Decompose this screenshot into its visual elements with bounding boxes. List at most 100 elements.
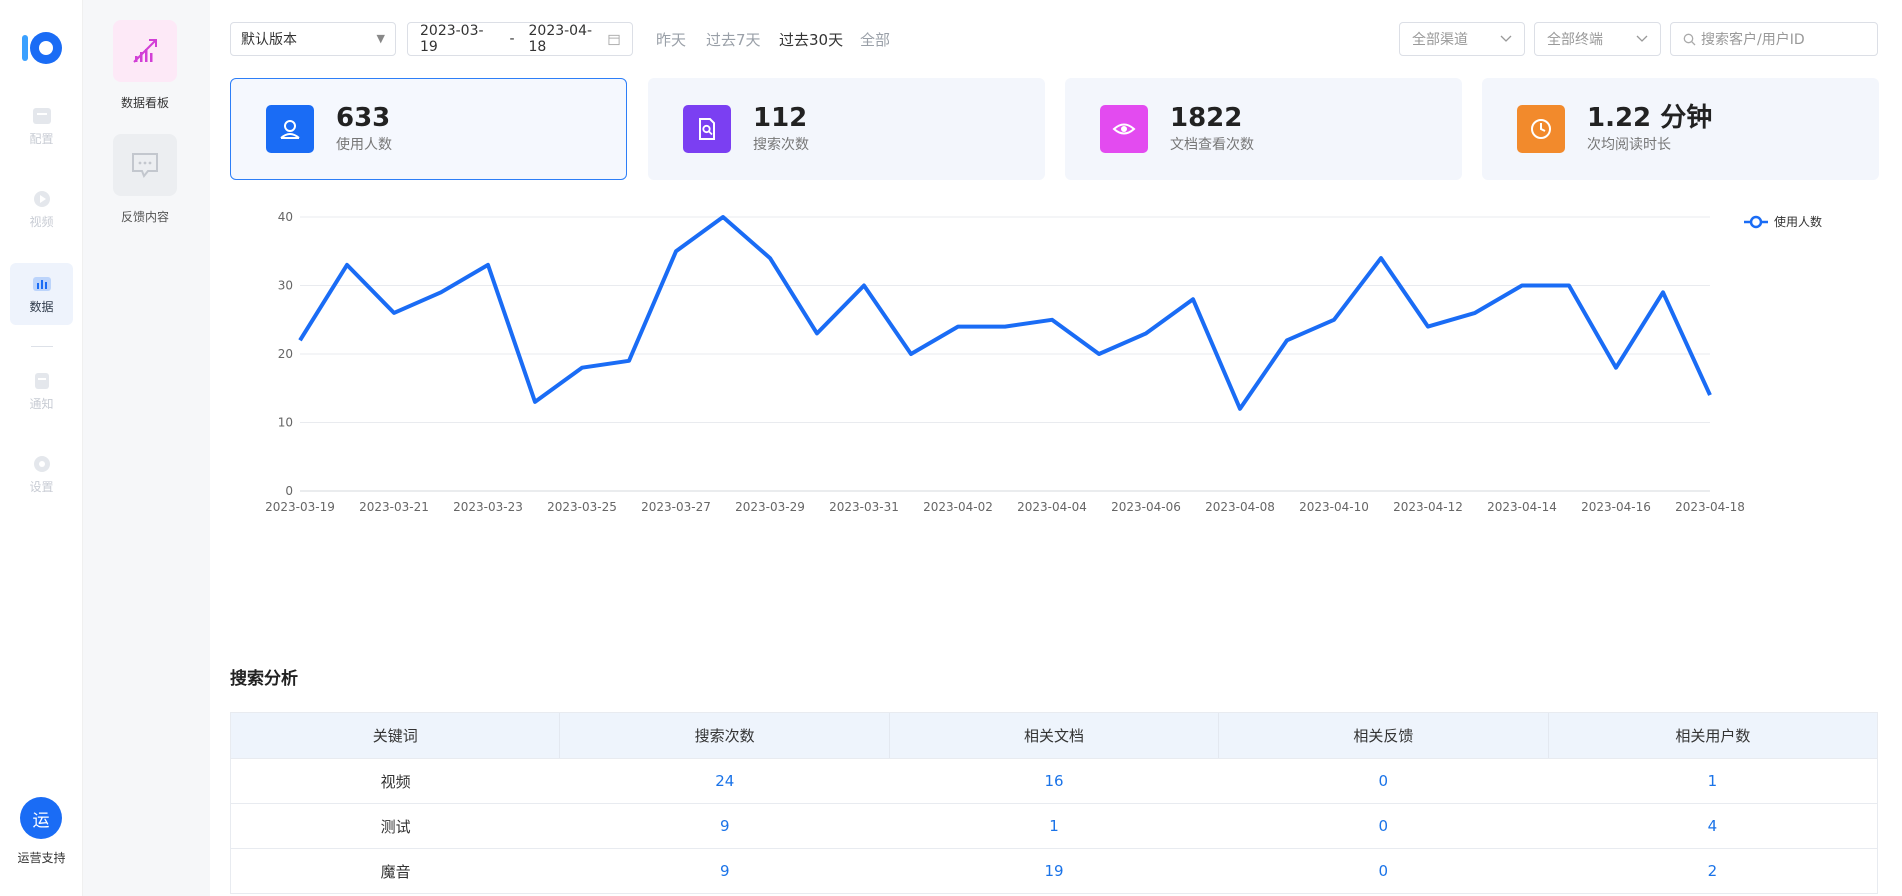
filter-toolbar: 默认版本 ▼ 2023-03-19 - 2023-04-18 昨天 过去7天 过…	[230, 22, 1902, 56]
chart-x-ticks: 2023-03-19 2023-03-21 2023-03-23 2023-03-25…	[265, 500, 1745, 514]
related-users-link[interactable]: 4	[1707, 817, 1718, 835]
legend-marker-icon	[1749, 215, 1763, 229]
subnav-item-feedback[interactable]: 反馈内容	[113, 134, 177, 225]
stat-label: 搜索次数	[753, 137, 809, 153]
quick-last-30-days[interactable]: 过去30天	[779, 31, 844, 49]
search-icon	[1683, 33, 1696, 46]
stat-label: 使用人数	[336, 137, 392, 153]
y-tick-label: 0	[285, 484, 293, 498]
search-count-link[interactable]: 24	[715, 772, 735, 790]
quick-all[interactable]: 全部	[860, 31, 891, 49]
subnav-item-dashboard[interactable]: 数据看板	[113, 20, 177, 111]
clock-icon	[1517, 105, 1565, 153]
related-docs-link[interactable]: 19	[1044, 862, 1064, 880]
quick-last-7-days[interactable]: 过去7天	[706, 31, 761, 49]
section-title-search-analysis: 搜索分析	[230, 669, 298, 689]
chart-legend[interactable]: 使用人数	[1744, 214, 1822, 229]
rail-item-notice[interactable]: 通知	[10, 360, 73, 422]
chart-canvas: 0 10 20 30 40 2023-03-19 2023-03-21 2023-03-23…	[265, 210, 1822, 514]
subnav-item-label: 数据看板	[120, 96, 169, 110]
left-rail: 配置 视频 数据 通知 设置 运 运营支持	[0, 0, 83, 896]
date-start: 2023-03-19	[420, 23, 484, 55]
rail-item-label: 数据	[29, 299, 54, 314]
keyword-cell: 魔音	[380, 862, 411, 881]
terminal-select[interactable]: 全部终端	[1534, 22, 1661, 56]
x-tick-label: 2023-03-21	[359, 500, 429, 514]
stat-value: 1.22 分钟	[1587, 103, 1713, 133]
rail-item-label: 视频	[29, 214, 54, 229]
search-count-link[interactable]: 9	[720, 862, 730, 880]
table-row: 视频 24 16 0 1	[231, 758, 1877, 803]
y-tick-label: 20	[278, 347, 293, 361]
related-users-link[interactable]: 2	[1707, 862, 1718, 880]
related-docs-link[interactable]: 1	[1049, 817, 1059, 835]
rail-item-data[interactable]: 数据	[10, 263, 73, 325]
related-docs-link[interactable]: 16	[1044, 772, 1064, 790]
rail-item-label: 通知	[29, 396, 54, 411]
related-feedback-link[interactable]: 0	[1378, 817, 1388, 835]
x-tick-label: 2023-04-02	[923, 500, 993, 514]
x-tick-label: 2023-04-14	[1487, 500, 1557, 514]
x-tick-label: 2023-03-31	[829, 500, 899, 514]
related-feedback-link[interactable]: 0	[1378, 772, 1388, 790]
search-analysis-table: 关键词 搜索次数 相关文档 相关反馈 相关用户数 视频 24 16 0 1 测试…	[230, 712, 1878, 894]
rail-item-label: 配置	[29, 131, 54, 146]
stat-label: 次均阅读时长	[1587, 137, 1671, 153]
table-row: 测试 9 1 0 4	[231, 803, 1877, 848]
feedback-icon	[132, 153, 158, 178]
table-header: 关键词 搜索次数 相关文档 相关反馈 相关用户数	[231, 713, 1877, 758]
chart-gridlines	[300, 216, 1710, 492]
chevron-down-icon	[1636, 35, 1648, 42]
quick-yesterday[interactable]: 昨天	[656, 31, 687, 49]
search-input[interactable]: 搜索客户/用户ID	[1670, 22, 1878, 56]
chevron-down-icon	[1500, 35, 1512, 42]
x-tick-label: 2023-03-25	[547, 500, 617, 514]
column-header[interactable]: 相关文档	[890, 713, 1220, 758]
stat-card-doc-views[interactable]: 1822 文档查看次数	[1065, 78, 1462, 180]
x-tick-label: 2023-04-10	[1299, 500, 1369, 514]
x-tick-label: 2023-03-23	[453, 500, 523, 514]
date-separator: -	[509, 31, 515, 47]
rail-item-video[interactable]: 视频	[10, 178, 73, 240]
terminal-select-value: 全部终端	[1547, 32, 1603, 48]
related-users-link[interactable]: 1	[1707, 772, 1718, 790]
main-content: 默认版本 ▼ 2023-03-19 - 2023-04-18 昨天 过去7天 过…	[210, 0, 1902, 896]
rail-item-settings[interactable]: 设置	[10, 443, 73, 505]
x-tick-label: 2023-04-12	[1393, 500, 1463, 514]
rail-item-label: 设置	[29, 479, 54, 494]
column-header[interactable]: 搜索次数	[560, 713, 890, 758]
column-header[interactable]: 相关用户数	[1675, 727, 1751, 745]
x-tick-label: 2023-03-29	[735, 500, 805, 514]
column-header[interactable]: 相关反馈	[1219, 713, 1549, 758]
app-logo	[22, 32, 62, 64]
user-icon	[266, 105, 314, 153]
rail-item-config[interactable]: 配置	[10, 95, 73, 157]
caret-down-icon: ▼	[376, 32, 385, 45]
y-tick-label: 10	[278, 416, 293, 430]
users-line-chart: 0 10 20 30 40 2023-03-19 2023-03-21 2023-03-23…	[210, 205, 1902, 625]
related-feedback-link[interactable]: 0	[1378, 862, 1388, 880]
support-button[interactable]: 运	[20, 797, 62, 839]
chart-y-ticks: 0 10 20 30 40	[278, 210, 293, 498]
stat-card-read-time[interactable]: 1.22 分钟 次均阅读时长	[1482, 78, 1879, 180]
version-select-value: 默认版本	[241, 32, 297, 48]
date-range-picker[interactable]: 2023-03-19 - 2023-04-18	[407, 22, 633, 56]
x-tick-label: 2023-03-27	[641, 500, 711, 514]
channel-select[interactable]: 全部渠道	[1399, 22, 1525, 56]
config-icon	[32, 107, 51, 124]
search-placeholder: 搜索客户/用户ID	[1701, 32, 1805, 48]
doc-search-icon	[683, 105, 731, 153]
data-icon	[32, 276, 51, 291]
stat-card-users[interactable]: 633 使用人数	[230, 78, 627, 180]
eye-icon	[1100, 105, 1148, 153]
y-tick-label: 30	[278, 279, 293, 293]
column-header[interactable]: 关键词	[231, 713, 561, 758]
stat-label: 文档查看次数	[1170, 137, 1254, 153]
stat-card-searches[interactable]: 112 搜索次数	[648, 78, 1045, 180]
series-line	[298, 215, 1712, 411]
keyword-cell: 视频	[380, 772, 411, 791]
x-tick-label: 2023-04-18	[1675, 500, 1745, 514]
search-count-link[interactable]: 9	[720, 817, 730, 835]
version-select[interactable]: 默认版本 ▼	[230, 22, 396, 56]
